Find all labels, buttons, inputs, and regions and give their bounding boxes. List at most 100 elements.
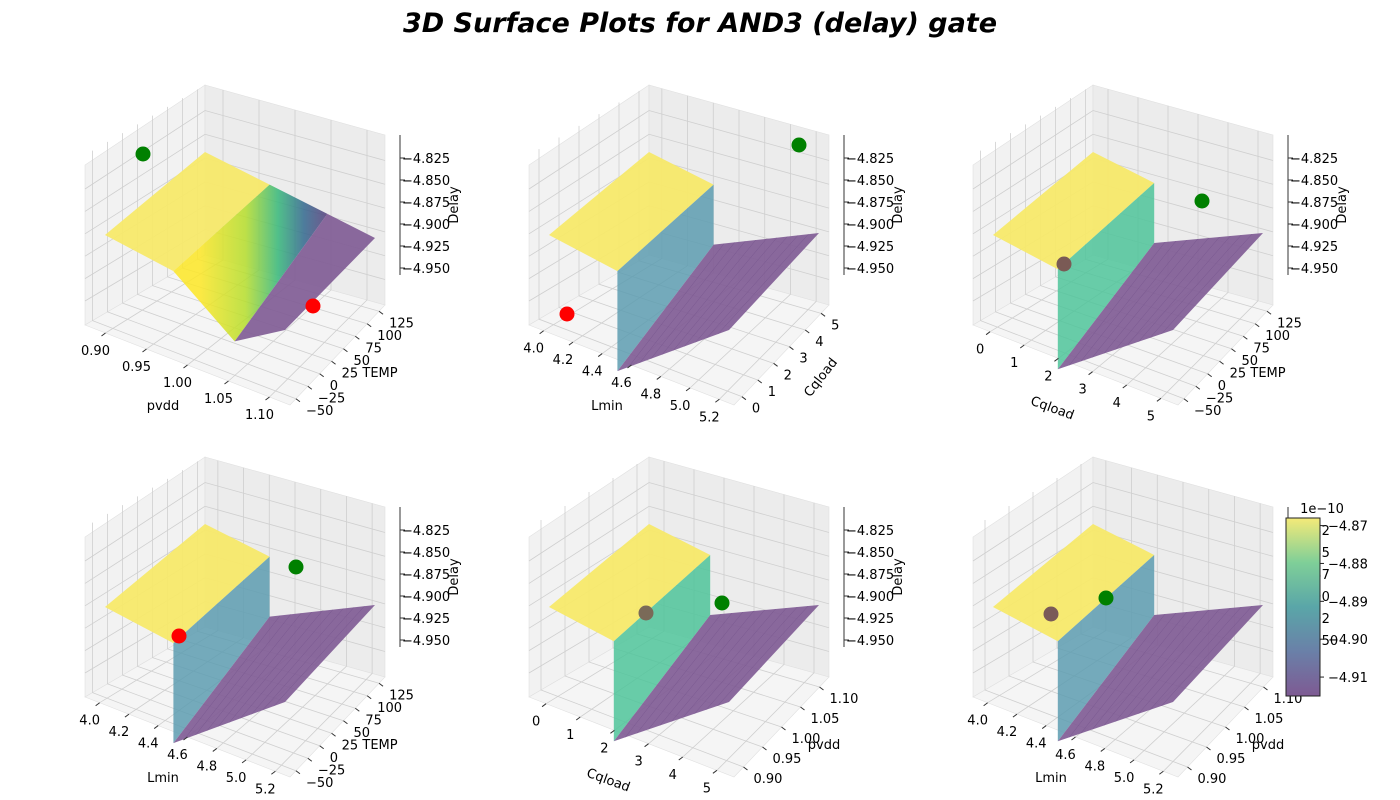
x-tick-label: 5.2 — [255, 782, 276, 797]
y-axis-label: pvdd — [808, 738, 840, 753]
y-tick-label: 50 — [353, 726, 370, 741]
surface-high — [993, 152, 1155, 270]
z-axis-label: Delay — [447, 186, 462, 224]
z-tick-label: −4.825 — [1290, 152, 1338, 167]
surface-low — [613, 605, 819, 742]
x-tick-label: 5.0 — [226, 771, 247, 786]
min-point-marker — [1043, 606, 1059, 622]
y-axis-label: TEMP — [1249, 366, 1285, 381]
x-tick-label: 1.10 — [245, 408, 274, 423]
x-tick-label: 4.4 — [1026, 737, 1047, 752]
x-tick-label: 1.05 — [204, 392, 233, 407]
z-axis-label: Delay — [447, 558, 462, 596]
y-tick-label: 75 — [365, 341, 382, 356]
surface-high — [105, 152, 270, 272]
surface-wall — [1057, 554, 1155, 742]
surface-mesh — [1069, 233, 1253, 366]
y-tick-label: 1.05 — [1255, 712, 1284, 727]
x-tick-label: 5 — [1147, 409, 1155, 424]
y-tick-label: 1.00 — [792, 732, 821, 747]
x-tick-label: 4 — [1113, 396, 1121, 411]
surface-high — [993, 524, 1155, 642]
y-tick-label: 100 — [377, 329, 402, 344]
y-tick-label: 1.05 — [811, 712, 840, 727]
y-tick-label: 0 — [1218, 379, 1226, 394]
y-tick-label: −25 — [318, 763, 345, 778]
colorbar-tick-label: −4.89 — [1328, 595, 1368, 610]
min-point-marker — [171, 628, 187, 644]
z-tick-label: −4.850 — [846, 546, 894, 561]
x-tick-label: 2 — [1044, 369, 1052, 384]
z-tick-label: −4.850 — [402, 546, 450, 561]
x-tick-label: 5.2 — [699, 410, 720, 425]
z-tick-label: −4.825 — [846, 152, 894, 167]
z-axis-label: Delay — [1335, 186, 1350, 224]
colorbar-tick-label: −4.88 — [1328, 557, 1368, 572]
y-tick-label: 0.90 — [1198, 772, 1227, 787]
z-tick-label: −4.875 — [1290, 196, 1338, 211]
x-tick-label: 5 — [703, 781, 711, 796]
surface-slope — [173, 184, 328, 342]
surface-mesh — [1069, 605, 1253, 738]
y-tick-label: 1 — [768, 385, 776, 400]
y-tick-label: 0.90 — [754, 772, 783, 787]
x-tick-label: 0.90 — [81, 344, 110, 359]
x-tick-label: 1 — [1010, 356, 1018, 371]
z-tick-label: −4.950 — [1290, 262, 1338, 277]
z-tick-label: −4.950 — [846, 634, 894, 649]
y-tick-label: 100 — [1265, 329, 1290, 344]
y-tick-label: 3 — [799, 352, 807, 367]
y-tick-label: 125 — [1277, 316, 1302, 331]
x-tick-label: 0.95 — [122, 360, 151, 375]
y-tick-label: 0.95 — [773, 752, 802, 767]
z-tick-label: −4.825 — [846, 524, 894, 539]
y-tick-label: 50 — [353, 354, 370, 369]
x-tick-label: 4.2 — [553, 353, 574, 368]
x-tick-label: 4.6 — [167, 748, 188, 763]
x-tick-label: 3 — [634, 755, 642, 770]
surface-panel-6: 4.04.24.44.64.85.05.20.900.951.001.051.1… — [967, 456, 1338, 797]
colorbar-gradient — [1285, 517, 1321, 697]
x-axis-label: Cqload — [1028, 394, 1076, 424]
surface-mesh — [184, 606, 365, 740]
z-tick-label: −4.875 — [402, 568, 450, 583]
max-point-marker — [288, 559, 304, 575]
z-tick-label: −4.900 — [402, 218, 450, 233]
z-tick-label: −4.925 — [402, 612, 450, 627]
z-tick-label: −4.825 — [402, 524, 450, 539]
y-tick-label: 2 — [784, 368, 792, 383]
x-tick-label: 5.0 — [1114, 771, 1135, 786]
y-tick-label: −50 — [306, 776, 333, 791]
surface-wall — [617, 184, 714, 372]
surface-low — [173, 605, 375, 744]
x-tick-label: 4 — [669, 768, 677, 783]
surface-panel-4: 4.0 4.2 4.4 4.6 4.8 5.0 5.2 −50−250 255075100125… — [79, 456, 462, 797]
x-tick-label: 4.8 — [1084, 759, 1105, 774]
y-tick-label: 100 — [377, 701, 402, 716]
y-tick-label: −25 — [1206, 391, 1233, 406]
y-tick-label: −50 — [1194, 404, 1221, 419]
x-tick-label: 4.0 — [967, 714, 988, 729]
x-tick-label: 1 — [566, 728, 574, 743]
x-tick-label: 4.0 — [79, 714, 100, 729]
colorbar-exponent: 1e−10 — [1300, 502, 1344, 517]
min-point-marker — [1056, 256, 1072, 272]
z-tick-label: −4.925 — [846, 612, 894, 627]
x-tick-label: 3 — [1078, 383, 1086, 398]
x-axis-label: pvdd — [147, 399, 179, 414]
y-tick-label: 25 — [1230, 366, 1247, 381]
y-tick-label: 125 — [389, 316, 414, 331]
colorbar-tick-label: −4.91 — [1328, 671, 1368, 686]
x-tick-label: 1.00 — [163, 376, 192, 391]
surface-high — [549, 524, 711, 642]
z-axis-label: Delay — [891, 186, 906, 224]
surface-high — [549, 152, 714, 272]
max-point-marker — [1194, 193, 1210, 209]
x-axis-label: Lmin — [1035, 771, 1067, 786]
x-tick-label: 4.2 — [109, 725, 130, 740]
min-point-marker — [305, 298, 321, 314]
